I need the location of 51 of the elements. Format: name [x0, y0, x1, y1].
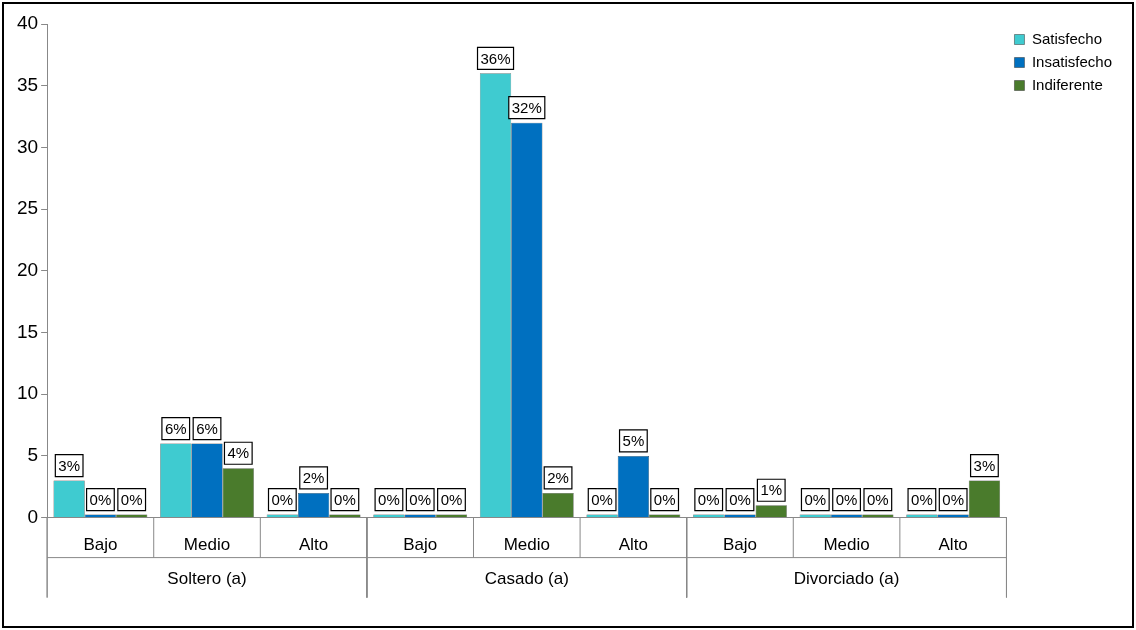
- x-tick-label: Medio: [823, 535, 870, 555]
- y-tick-label: 30: [16, 135, 39, 157]
- data-label: 2%: [302, 469, 325, 487]
- legend-label: Indiferente: [1031, 75, 1103, 93]
- text: Casado (a): [484, 569, 569, 589]
- y-tick-label: 5: [27, 444, 39, 466]
- data-label: 0%: [591, 490, 613, 508]
- data-label: 0%: [835, 490, 858, 508]
- x-tick-label: Alto: [298, 535, 329, 555]
- data-label: 4%: [227, 444, 250, 462]
- x-tick-label: Bajo: [403, 535, 438, 555]
- x-tick-label: Bajo: [722, 535, 757, 555]
- data-label: 1%: [760, 481, 783, 499]
- data-label: 3%: [973, 456, 996, 474]
- data-label: 36%: [480, 49, 511, 67]
- data-label: 0%: [911, 490, 933, 508]
- data-label: 0%: [334, 490, 356, 508]
- data-label: 0%: [804, 490, 827, 508]
- y-tick-label: 20: [16, 259, 39, 281]
- y-tick-label: 0: [27, 505, 39, 527]
- data-label: 5%: [622, 432, 645, 450]
- y-tick-label: 40: [16, 12, 39, 34]
- y-tick-label: 15: [16, 320, 39, 342]
- x-tick-label: Alto: [938, 535, 968, 555]
- data-label: 0%: [271, 490, 294, 508]
- text: Divorciado (a): [793, 569, 900, 589]
- y-tick-label: 10: [16, 382, 39, 404]
- x-tick-label: Bajo: [83, 535, 118, 555]
- data-label: 0%: [697, 490, 720, 508]
- legend-label: Satisfecho: [1031, 29, 1102, 47]
- data-label: 0%: [409, 490, 432, 508]
- data-label: 0%: [942, 490, 964, 508]
- data-label: 6%: [164, 419, 187, 437]
- legend-label: Insatisfecho: [1031, 52, 1112, 70]
- data-label: 0%: [729, 490, 751, 508]
- data-label: 32%: [511, 98, 542, 116]
- y-tick-label: 35: [16, 73, 39, 95]
- data-label: 6%: [196, 419, 218, 437]
- text: Soltero (a): [167, 569, 247, 589]
- x-tick-label: Alto: [618, 535, 649, 555]
- data-label: 0%: [378, 490, 400, 508]
- data-label: 0%: [440, 490, 463, 508]
- data-label: 2%: [547, 469, 569, 487]
- x-tick-label: Medio: [183, 535, 231, 555]
- data-label: 3%: [58, 456, 81, 474]
- data-label: 0%: [653, 490, 676, 508]
- y-tick-label: 25: [16, 197, 39, 219]
- data-label: 0%: [120, 490, 143, 508]
- data-label: 0%: [89, 490, 112, 508]
- x-tick-label: Medio: [503, 535, 550, 555]
- data-label: 0%: [866, 490, 889, 508]
